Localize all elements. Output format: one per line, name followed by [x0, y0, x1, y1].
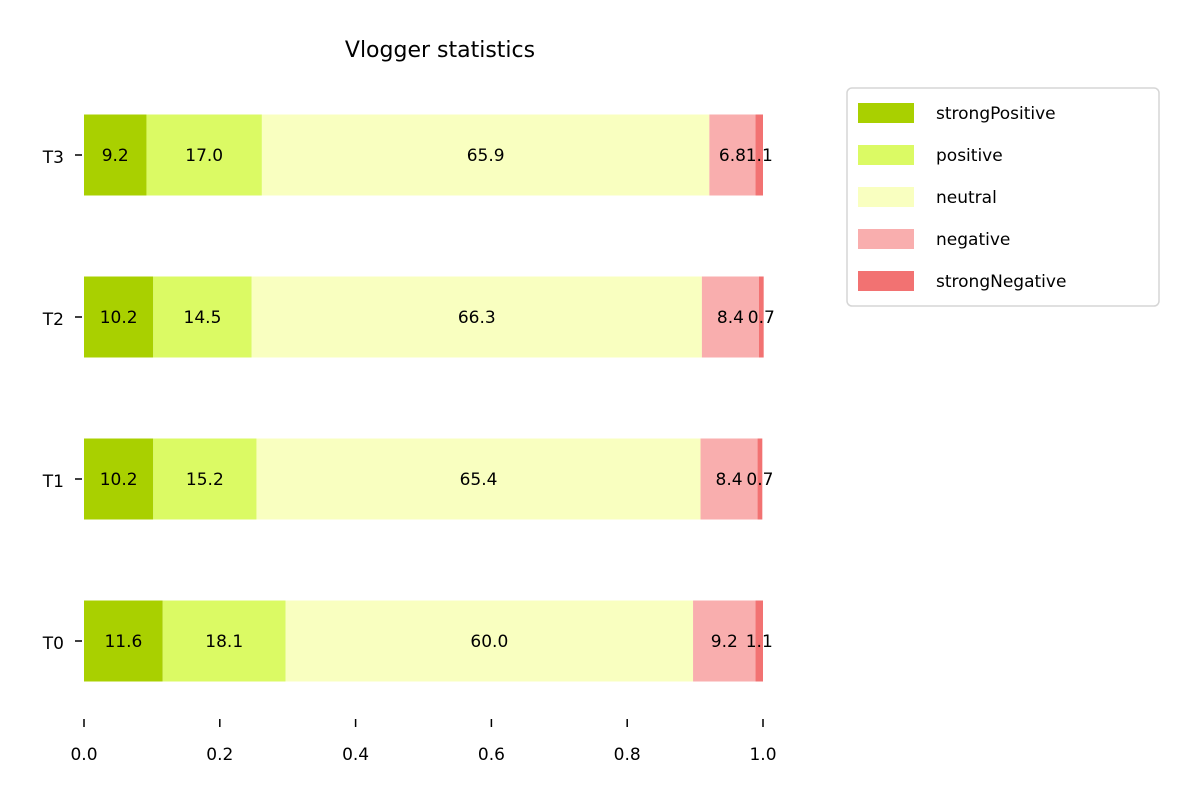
- legend-label-negative: negative: [936, 230, 1010, 250]
- legend-label-strongPositive: strongPositive: [936, 104, 1056, 124]
- legend-swatch-negative: [858, 229, 914, 249]
- x-tick-label-0.2: 0.2: [206, 745, 233, 765]
- data-label-T1-negative: 8.4: [716, 470, 743, 490]
- data-label-T2-neutral: 66.3: [458, 308, 496, 328]
- data-label-T0-negative: 9.2: [711, 632, 738, 652]
- x-tick-label-0.8: 0.8: [614, 745, 641, 765]
- legend: strongPositive positive neutral negative str…: [846, 87, 1160, 307]
- data-label-T3-negative: 6.8: [719, 146, 746, 166]
- bar-T2-positive: [153, 276, 252, 358]
- bar-T1-negative: [700, 438, 758, 520]
- bar-T0-negative: [693, 600, 756, 682]
- legend-frame: [846, 87, 1160, 307]
- data-label-T1-positive: 15.2: [186, 470, 224, 490]
- data-label-T3-strongPositive: 9.2: [102, 146, 129, 166]
- data-label-T1-strongPositive: 10.2: [100, 470, 138, 490]
- bar-T0-strongPositive: [84, 600, 163, 682]
- data-labels-layer: 11.6 18.1 60.0 9.2 1.110.2 15.2 65.4 8.4 0.710.2…: [100, 146, 775, 652]
- data-label-T0-positive: 18.1: [205, 632, 243, 652]
- bar-T0-positive: [162, 600, 286, 682]
- data-label-T3-strongNegative: 1.1: [746, 146, 773, 166]
- y-axis: T0 T1 T2 T3: [42, 148, 82, 654]
- x-tick-label-0.0: 0.0: [70, 745, 97, 765]
- chart-title: Vlogger statistics: [345, 38, 535, 63]
- bars-layer: [84, 114, 764, 682]
- bar-T1-positive: [153, 438, 257, 520]
- data-label-T2-positive: 14.5: [184, 308, 222, 328]
- data-label-T0-neutral: 60.0: [470, 632, 508, 652]
- y-tick-label-T0: T0: [42, 634, 64, 654]
- legend-swatch-neutral: [858, 187, 914, 207]
- x-axis: 0.0 0.2 0.4 0.6 0.8 1.0: [70, 719, 777, 765]
- data-label-T1-strongNegative: 0.7: [746, 470, 773, 490]
- bar-T3-positive: [146, 114, 262, 196]
- bar-T2-negative: [701, 276, 759, 358]
- y-tick-label-T3: T3: [42, 148, 64, 168]
- bar-T0-strongNegative: [755, 600, 763, 682]
- bar-T2-neutral: [251, 276, 702, 358]
- data-label-T0-strongNegative: 1.1: [746, 632, 773, 652]
- legend-swatch-strongPositive: [858, 103, 914, 123]
- bar-T3-negative: [709, 114, 756, 196]
- y-tick-label-T1: T1: [42, 472, 64, 492]
- legend-swatch-positive: [858, 145, 914, 165]
- legend-label-neutral: neutral: [936, 188, 997, 208]
- x-tick-label-0.4: 0.4: [342, 745, 369, 765]
- x-tick-label-1.0: 1.0: [749, 745, 776, 765]
- bar-T1-neutral: [256, 438, 701, 520]
- x-tick-label-0.6: 0.6: [478, 745, 505, 765]
- bar-T0-neutral: [285, 600, 694, 682]
- y-tick-label-T2: T2: [42, 310, 64, 330]
- bar-T1-strongPositive: [84, 438, 154, 520]
- data-label-T3-neutral: 65.9: [467, 146, 505, 166]
- data-label-T2-negative: 8.4: [717, 308, 744, 328]
- bar-T2-strongNegative: [758, 276, 764, 358]
- data-label-T2-strongNegative: 0.7: [748, 308, 775, 328]
- bar-T2-strongPositive: [84, 276, 154, 358]
- data-label-T2-strongPositive: 10.2: [100, 308, 138, 328]
- bar-T3-strongPositive: [84, 114, 147, 196]
- legend-label-positive: positive: [936, 146, 1003, 166]
- legend-swatch-strongNegative: [858, 271, 914, 291]
- data-label-T0-strongPositive: 11.6: [104, 632, 142, 652]
- legend-label-strongNegative: strongNegative: [936, 272, 1066, 292]
- bar-T3-strongNegative: [755, 114, 763, 196]
- data-label-T3-positive: 17.0: [185, 146, 223, 166]
- bar-T1-strongNegative: [757, 438, 763, 520]
- bar-T3-neutral: [261, 114, 710, 196]
- data-label-T1-neutral: 65.4: [460, 470, 498, 490]
